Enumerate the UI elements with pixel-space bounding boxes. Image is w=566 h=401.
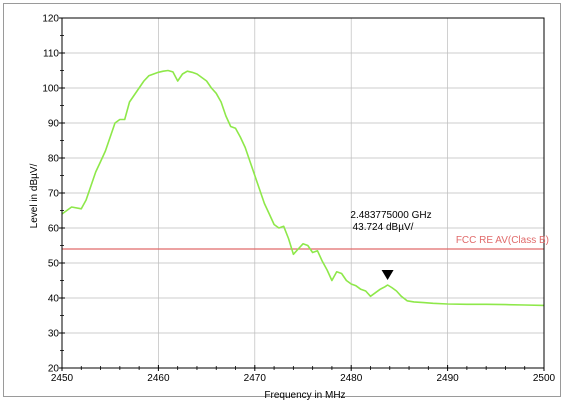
series-line — [61, 69, 545, 307]
grid — [61, 17, 545, 369]
x-tick-label: 2450 — [51, 373, 74, 384]
y-tick-label: 80 — [48, 154, 60, 165]
x-tick-label: 2460 — [147, 373, 170, 384]
x-tick-label: 2490 — [436, 373, 459, 384]
x-tick-label: 2470 — [244, 373, 267, 384]
axes: 20 30 40 50 60 70 80 90 100 110 120 2450 2460 2470 248… — [42, 14, 555, 385]
x-tick-label: 2480 — [340, 373, 363, 384]
y-tick-label: 70 — [48, 189, 60, 200]
x-axis-title: Frequency in MHz — [264, 390, 345, 401]
marker-triangle — [381, 269, 394, 280]
y-tick-label: 60 — [48, 224, 60, 235]
x-tick-label: 2500 — [533, 373, 556, 384]
marker-level-label: 43.724 dBµV/ — [353, 222, 414, 233]
annotations: 2.483775000 GHz 43.724 dBµV/ FCC RE AV(C… — [350, 210, 549, 246]
y-tick-label: 120 — [42, 14, 59, 25]
y-tick-label: 100 — [42, 84, 59, 95]
y-tick-label: 50 — [48, 259, 60, 270]
y-tick-label: 90 — [48, 119, 60, 130]
y-tick-label: 20 — [48, 364, 60, 375]
series-group — [61, 69, 545, 307]
plot-border — [61, 17, 545, 369]
limit-line-label: FCC RE AV(Class B) — [456, 235, 549, 246]
marker-frequency-label: 2.483775000 GHz — [350, 210, 431, 221]
y-tick-label: 110 — [43, 49, 59, 60]
y-tick-label: 40 — [48, 294, 60, 305]
y-axis-title: Level in dBµV/ — [29, 163, 40, 228]
chart-frame — [3, 3, 561, 397]
y-tick-label: 30 — [48, 329, 60, 340]
